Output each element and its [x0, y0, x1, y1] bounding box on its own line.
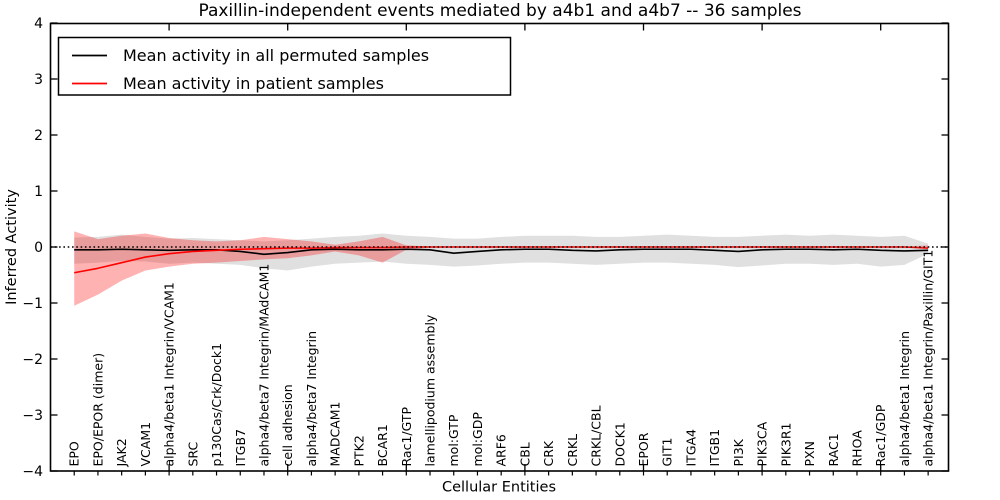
y-axis-label: Inferred Activity — [4, 189, 20, 305]
legend-label-permuted: Mean activity in all permuted samples — [123, 46, 429, 65]
y-tick-label: −1 — [22, 296, 43, 312]
legend-label-patient: Mean activity in patient samples — [123, 74, 384, 93]
legend-box — [57, 36, 512, 96]
band-patient — [74, 231, 929, 306]
x-category-label: VCAM1 — [138, 422, 153, 467]
x-category-label: EPO — [67, 441, 82, 466]
y-tick-label: 4 — [34, 16, 43, 32]
y-tick-label: 1 — [34, 184, 43, 200]
x-category-label: JAK2 — [114, 438, 129, 467]
x-category-label: cell adhesion — [280, 384, 295, 466]
x-category-label: BCAR1 — [375, 424, 390, 466]
x-category-label: Rac1/GTP — [399, 407, 414, 467]
y-tick-label: −3 — [22, 408, 43, 424]
band-permuted — [74, 233, 929, 271]
x-category-label: Rac1/GDP — [873, 404, 888, 466]
chart-title: Paxillin-independent events mediated by … — [198, 1, 801, 21]
x-category-label: PIK3R1 — [778, 422, 793, 466]
x-category-label: PXN — [802, 441, 817, 466]
x-category-label: ITGB1 — [707, 429, 722, 467]
x-category-label: PI3K — [731, 438, 746, 466]
y-tick-label: 2 — [34, 128, 43, 144]
plot-border — [49, 22, 950, 472]
y-tick-label: 0 — [34, 240, 43, 256]
y-tick-label: −4 — [22, 464, 43, 480]
x-category-label: PIK3CA — [755, 421, 770, 466]
x-category-label: alpha4/beta7 Integrin — [304, 331, 319, 467]
x-category-label: RAC1 — [826, 433, 841, 466]
x-category-label: PTK2 — [351, 435, 366, 466]
x-category-label: alpha4/beta7 Integrin/MAdCAM1 — [256, 264, 271, 467]
legend: Mean activity in all permuted samples Me… — [57, 36, 512, 96]
x-category-label: mol:GTP — [446, 414, 461, 466]
x-category-label: CRKL/CBL — [589, 405, 604, 466]
y-tick-label: 3 — [34, 72, 43, 88]
x-category-label: ARF6 — [494, 434, 509, 466]
x-category-label: ITGB7 — [233, 429, 248, 467]
x-category-label: alpha4/beta1 Integrin/VCAM1 — [162, 282, 177, 466]
x-category-label: CRK — [541, 440, 556, 466]
x-category-label: mol:GDP — [470, 412, 485, 467]
x-category-label: EPOR — [636, 432, 651, 466]
x-category-label: CRKL — [565, 434, 580, 467]
x-category-label: p130Cas/Crk/Dock1 — [209, 343, 224, 467]
x-category-label: lamellipodium assembly — [423, 314, 438, 466]
x-category-label: EPO/EPOR (dimer) — [90, 353, 105, 467]
x-category-label: ITGA4 — [683, 429, 698, 467]
x-category-label: RHOA — [849, 430, 864, 467]
x-category-label: alpha4/beta1 Integrin — [897, 331, 912, 467]
x-category-label: SRC — [185, 442, 200, 467]
x-category-label: DOCK1 — [612, 422, 627, 466]
x-category-label: CBL — [517, 442, 532, 466]
x-category-label: GIT1 — [660, 438, 675, 467]
x-category-label: alpha4/beta1 Integrin/Paxillin/GIT1 — [921, 250, 936, 467]
y-tick-label: −2 — [22, 352, 43, 368]
data-layer: 4 3 2 1 0 −1 −2 −3 −4 EPO EPO/EPOR (dimer) JAK2 VCAM… — [22, 16, 949, 480]
x-axis-label: Cellular Entities — [442, 480, 556, 496]
x-category-label: MADCAM1 — [328, 402, 343, 467]
